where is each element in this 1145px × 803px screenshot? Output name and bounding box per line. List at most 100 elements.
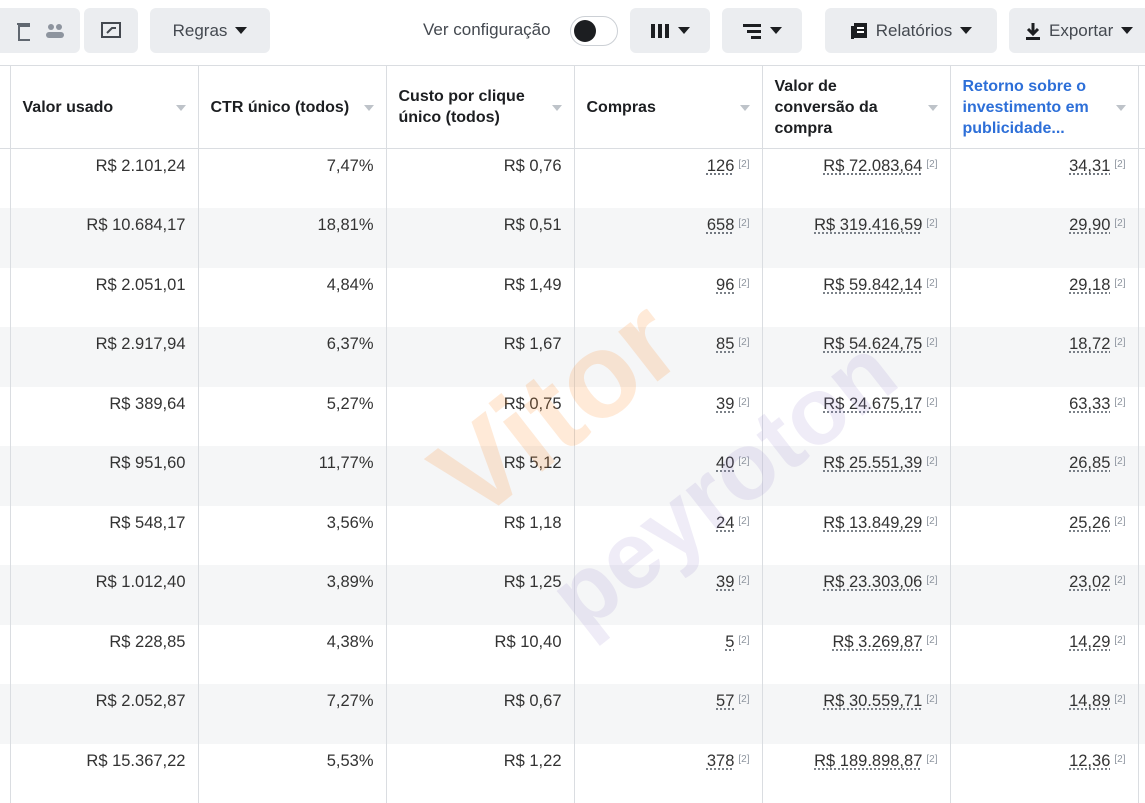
table-cell: 85[2]	[574, 327, 762, 387]
table-cell: 96[2]	[574, 268, 762, 328]
header-label: Custo por clique único (todos)	[399, 88, 525, 126]
footnote-marker: [2]	[738, 397, 749, 408]
table-cell: R$ 1.012,40	[10, 565, 198, 625]
cell-value: R$ 389,64	[109, 395, 185, 413]
cell-value: R$ 25.551,39	[823, 454, 922, 472]
caret	[1121, 27, 1133, 34]
table-cell: 12,36[2]	[950, 744, 1138, 803]
table-cell: 14,89[2]	[950, 684, 1138, 744]
cell-value: 18,81%	[318, 216, 374, 234]
footnote-marker: [2]	[926, 159, 937, 170]
cell-value: R$ 1,25	[504, 573, 562, 591]
cell-value: 658	[707, 216, 735, 234]
stub-cell	[0, 506, 10, 566]
download-icon	[1025, 22, 1041, 40]
column-header[interactable]: Valor usado	[10, 66, 198, 149]
cell-value: R$ 10.684,17	[86, 216, 185, 234]
footnote-marker: [2]	[1114, 278, 1125, 289]
table-cell: R$ 548,17	[10, 506, 198, 566]
column-header[interactable]: CTR único (todos)	[198, 66, 386, 149]
stub-cell	[0, 387, 10, 447]
table-cell: R$ 72.083,64 [2]	[762, 149, 950, 209]
view-setting-toggle[interactable]	[570, 16, 618, 46]
export-button[interactable]: Exportar	[1009, 8, 1145, 53]
table-cell: 24[2]	[574, 506, 762, 566]
footnote-marker: [2]	[738, 575, 749, 586]
reports-icon	[850, 22, 868, 40]
cell-value: R$ 0,51	[504, 216, 562, 234]
header-label: Valor de conversão da compra	[775, 78, 878, 137]
column-header[interactable]: Valor de conversão da compra	[762, 66, 950, 149]
reports-button[interactable]: Relatórios	[825, 8, 997, 53]
footnote-marker: [2]	[738, 218, 749, 229]
caret	[235, 27, 247, 34]
columns-button[interactable]	[630, 8, 710, 53]
cell-value: R$ 72.083,64	[823, 157, 922, 175]
footnote-marker: [2]	[1114, 337, 1125, 348]
table-cell: R$ 0,51	[386, 208, 574, 268]
breakdown-button[interactable]	[722, 8, 802, 53]
footnote-marker: [2]	[738, 278, 749, 289]
footnote-marker: [2]	[1114, 218, 1125, 229]
cell-value: R$ 13.849,29	[823, 514, 922, 532]
cell-value: R$ 2.101,24	[96, 157, 186, 175]
cell-value: 5,27%	[327, 395, 374, 413]
table-cell: R$ 189.898,87[2]	[762, 744, 950, 803]
cell-value: 5,53%	[327, 752, 374, 770]
cell-value: R$ 30.559,71	[823, 692, 922, 710]
cell-value: 29,90	[1069, 216, 1110, 234]
cell-value: 23,02	[1069, 573, 1110, 591]
audience-button[interactable]	[30, 8, 80, 53]
table-cell: R$ 2.052,87	[10, 684, 198, 744]
footnote-marker: [2]	[738, 694, 749, 705]
table-cell: R$ 0,67	[386, 684, 574, 744]
table-cell: 126[2]	[574, 149, 762, 209]
sort-icon	[364, 105, 374, 111]
table-cell: 57[2]	[574, 684, 762, 744]
rules-button[interactable]: Regras	[150, 8, 270, 53]
header-label: CTR único (todos)	[211, 99, 350, 116]
cell-value: R$ 0,76	[504, 157, 562, 175]
table-cell: R$ 24.675,17 [2]	[762, 387, 950, 447]
cell-value: 7,27%	[327, 692, 374, 710]
table-cell: R$ 3.269,87[2]	[762, 625, 950, 685]
cell-value: R$ 24.675,17	[823, 395, 922, 413]
header-label: Compras	[587, 99, 656, 116]
footnote-marker: [2]	[926, 218, 937, 229]
breakdown-icon	[742, 23, 762, 39]
table-cell: 18,72[2]	[950, 327, 1138, 387]
cell-value: R$ 548,17	[109, 514, 185, 532]
cell-value: 85	[716, 335, 734, 353]
column-header[interactable]: Retorno sobre o investimento em publicid…	[950, 66, 1138, 149]
table-cell: R$ 2.917,94	[10, 327, 198, 387]
column-header[interactable]: Custo por clique único (todos)	[386, 66, 574, 149]
table-cell: 4,38%	[198, 625, 386, 685]
table-cell: 29,18[2]	[950, 268, 1138, 328]
table-cell: R$ 15.367,22	[10, 744, 198, 803]
table-cell: R$ 0,76	[386, 149, 574, 209]
caret	[960, 27, 972, 34]
stub-cell	[1138, 327, 1145, 387]
table-cell: 7,47%	[198, 149, 386, 209]
table-cell: 5[2]	[574, 625, 762, 685]
header-label: Valor usado	[23, 99, 114, 116]
footnote-marker: [2]	[926, 694, 937, 705]
footnote-marker: [2]	[926, 397, 937, 408]
table-cell: 658[2]	[574, 208, 762, 268]
share-button[interactable]	[84, 8, 138, 53]
table-cell: 4,84%	[198, 268, 386, 328]
column-header[interactable]: Compras	[574, 66, 762, 149]
cell-value: R$ 2.051,01	[96, 276, 186, 294]
cell-value: 25,26	[1069, 514, 1110, 532]
table-cell: R$ 0,75	[386, 387, 574, 447]
footnote-marker: [2]	[738, 635, 749, 646]
table-cell: R$ 54.624,75[2]	[762, 327, 950, 387]
table-cell: R$ 1,18	[386, 506, 574, 566]
cell-value: 34,31	[1069, 157, 1110, 175]
table-cell: R$ 1,67	[386, 327, 574, 387]
